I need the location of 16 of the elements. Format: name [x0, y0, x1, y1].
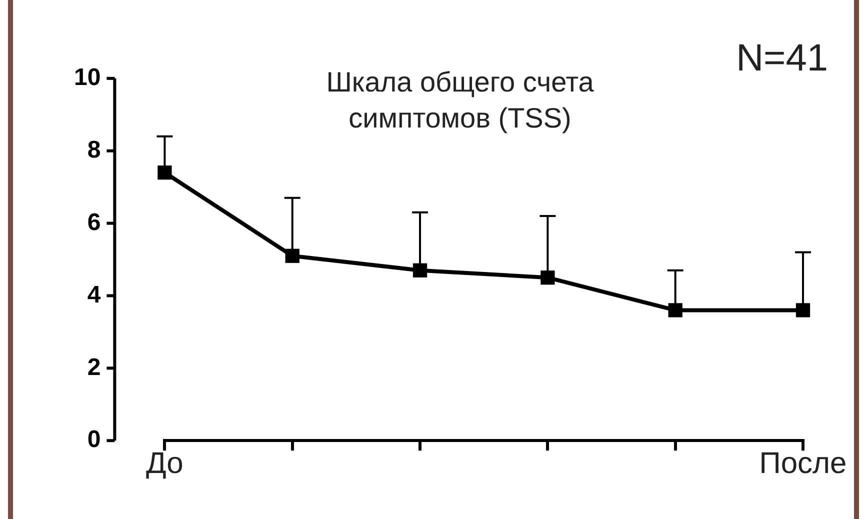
point — [285, 248, 300, 263]
x-tick-label: После — [759, 446, 847, 480]
point — [668, 303, 682, 318]
point — [540, 270, 555, 285]
annotation: N=41 — [736, 37, 828, 80]
point — [796, 303, 810, 318]
point — [412, 263, 428, 278]
y-tick-label: 4 — [87, 281, 102, 308]
chart-title: Шкала общего счета симптомов (TSS) — [326, 66, 594, 134]
y-tick-label: 0 — [87, 426, 101, 454]
x-tick-label: До — [146, 446, 184, 480]
point — [158, 166, 172, 180]
y-tick-label: 2 — [87, 354, 101, 381]
y-tick-label: 8 — [87, 136, 101, 164]
y-tick-label: 10 — [74, 64, 101, 92]
y-tick-label: 6 — [87, 208, 101, 236]
